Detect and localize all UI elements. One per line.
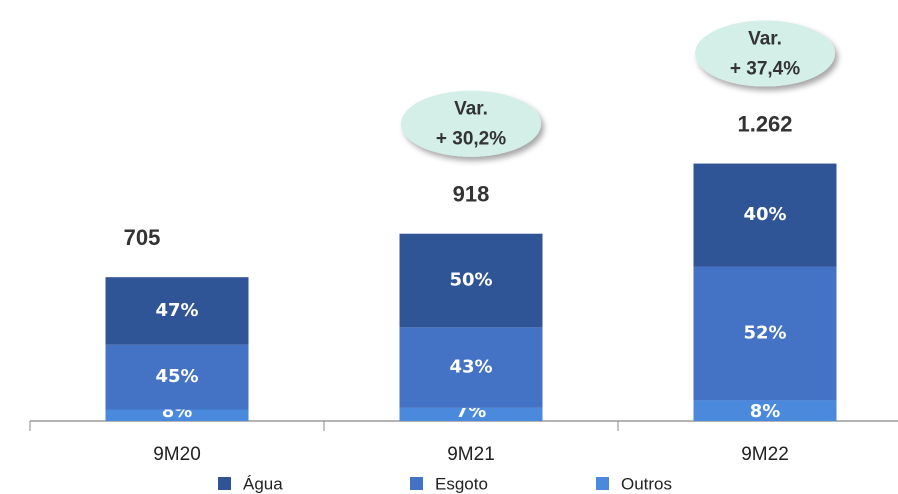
legend-swatch xyxy=(596,477,609,490)
segment-label: 43% xyxy=(449,357,492,378)
segment-label: 8% xyxy=(750,401,781,422)
bar-segment xyxy=(105,277,249,345)
segment-label: 50% xyxy=(449,270,492,291)
legend-swatch xyxy=(218,477,231,490)
bar-segment xyxy=(105,409,249,421)
bar-segment xyxy=(399,327,543,408)
segment-label: 52% xyxy=(743,322,786,343)
bar-segment xyxy=(693,163,837,267)
annotation-bubble xyxy=(695,20,835,87)
annotation-text: + 30,2% xyxy=(436,129,506,150)
bar-segment xyxy=(399,233,543,328)
bar-segment xyxy=(105,344,249,410)
total-label: 705 xyxy=(124,225,161,250)
total-label: 1.262 xyxy=(737,111,792,136)
total-label: 918 xyxy=(453,182,490,207)
x-tick-label: 9M21 xyxy=(447,444,495,465)
segment-label: 47% xyxy=(155,300,198,321)
bar-segment xyxy=(693,266,837,401)
x-tick-label: 9M22 xyxy=(741,444,789,465)
annotation-text: Var. xyxy=(748,29,782,50)
bar-segment xyxy=(693,400,837,421)
legend-label: Água xyxy=(243,474,283,493)
legend-label: Esgoto xyxy=(435,474,488,493)
bar-segment xyxy=(399,407,543,421)
segment-label: 40% xyxy=(743,204,786,225)
annotation-text: + 37,4% xyxy=(730,59,800,80)
annotation-bubble xyxy=(401,90,541,157)
segment-label: 45% xyxy=(155,366,198,387)
x-tick-label: 9M20 xyxy=(153,444,201,465)
legend-swatch xyxy=(410,477,423,490)
annotation-text: Var. xyxy=(454,99,488,120)
legend-label: Outros xyxy=(621,474,672,493)
